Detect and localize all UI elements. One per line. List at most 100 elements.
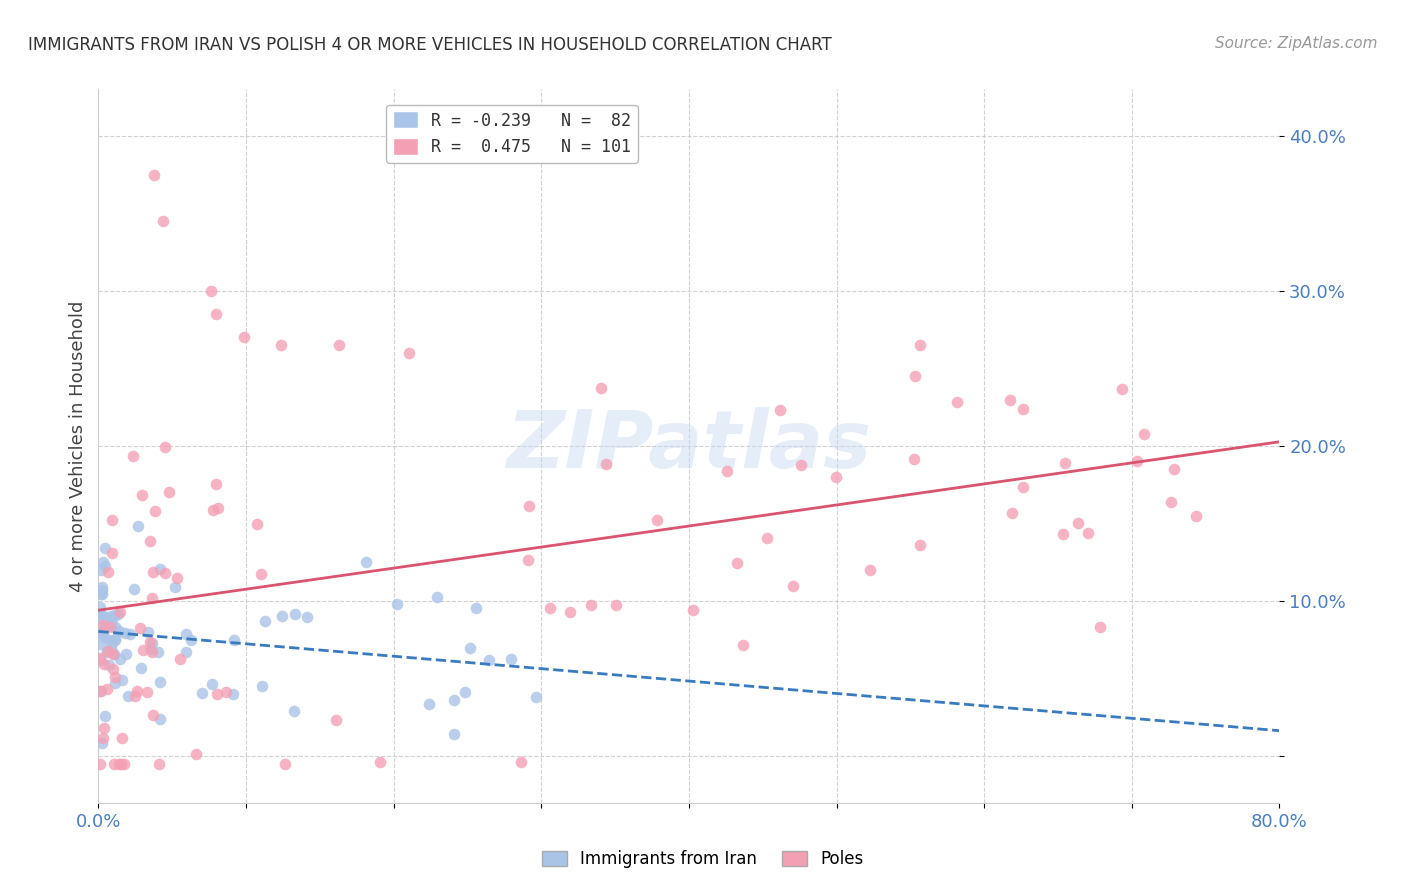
Point [202, 502, 225, 516]
Legend: Immigrants from Iran, Poles: Immigrants from Iran, Poles [536, 844, 870, 875]
Point [180, 633, 202, 648]
Point [233, 330, 256, 344]
Point [90, 607, 112, 621]
Point [152, 214, 174, 228]
Point [97, 619, 120, 633]
Point [200, 284, 222, 298]
Point [93, 731, 115, 746]
Point [96, 681, 118, 696]
Point [89, 611, 111, 625]
Point [127, 519, 149, 533]
Point [186, 747, 208, 761]
Point [790, 458, 813, 472]
Point [1052, 527, 1074, 541]
Point [124, 689, 146, 703]
Point [274, 757, 297, 772]
Point [142, 565, 165, 579]
Point [460, 640, 482, 655]
Point [96, 644, 118, 658]
Point [517, 500, 540, 514]
Point [104, 633, 127, 648]
Point [141, 645, 163, 659]
Point [1160, 495, 1182, 509]
Point [148, 757, 170, 772]
Point [141, 636, 163, 650]
Point [89, 757, 111, 772]
Point [1067, 516, 1090, 530]
Point [418, 697, 440, 711]
Point [139, 635, 162, 649]
Point [908, 538, 931, 552]
Point [89, 637, 111, 651]
Point [325, 714, 347, 728]
Point [250, 566, 273, 581]
Point [716, 464, 738, 478]
Point [222, 633, 245, 648]
Point [605, 598, 627, 612]
Point [246, 516, 269, 531]
Point [112, 757, 135, 772]
Point [998, 392, 1021, 407]
Point [97, 633, 120, 648]
Point [328, 338, 350, 352]
Point [153, 566, 176, 580]
Point [129, 661, 152, 675]
Point [1133, 427, 1156, 442]
Point [101, 612, 124, 626]
Point [560, 605, 582, 619]
Point [96, 645, 118, 659]
Point [1111, 382, 1133, 396]
Point [271, 608, 294, 623]
Point [825, 469, 848, 483]
Y-axis label: 4 or more Vehicles in Household: 4 or more Vehicles in Household [69, 301, 87, 591]
Point [426, 591, 449, 605]
Point [117, 689, 139, 703]
Point [510, 755, 533, 769]
Point [100, 636, 122, 650]
Point [142, 708, 165, 723]
Point [91, 555, 114, 569]
Point [108, 605, 131, 619]
Point [769, 403, 792, 417]
Point [174, 645, 197, 659]
Point [89, 653, 111, 667]
Point [89, 650, 111, 665]
Point [142, 168, 165, 182]
Point [354, 555, 377, 569]
Point [205, 307, 228, 321]
Point [128, 621, 150, 635]
Point [149, 562, 172, 576]
Point [538, 601, 561, 615]
Point [101, 647, 124, 661]
Point [90, 564, 112, 578]
Point [94, 541, 117, 555]
Point [174, 627, 197, 641]
Point [904, 369, 927, 384]
Point [110, 757, 132, 772]
Point [524, 690, 547, 704]
Point [1001, 507, 1024, 521]
Point [127, 684, 149, 698]
Point [103, 757, 125, 772]
Point [141, 591, 163, 605]
Point [107, 607, 129, 621]
Point [93, 721, 115, 735]
Point [270, 338, 292, 352]
Point [478, 653, 501, 667]
Point [166, 571, 188, 585]
Point [443, 693, 465, 707]
Point [157, 485, 180, 500]
Point [464, 600, 486, 615]
Point [1011, 480, 1033, 494]
Point [645, 513, 668, 527]
Point [91, 587, 114, 601]
Point [146, 645, 169, 659]
Point [89, 684, 111, 698]
Point [96, 565, 118, 579]
Point [682, 603, 704, 617]
Point [107, 757, 129, 772]
Text: ZIPatlas: ZIPatlas [506, 407, 872, 485]
Point [93, 630, 115, 644]
Point [903, 452, 925, 467]
Point [89, 625, 111, 640]
